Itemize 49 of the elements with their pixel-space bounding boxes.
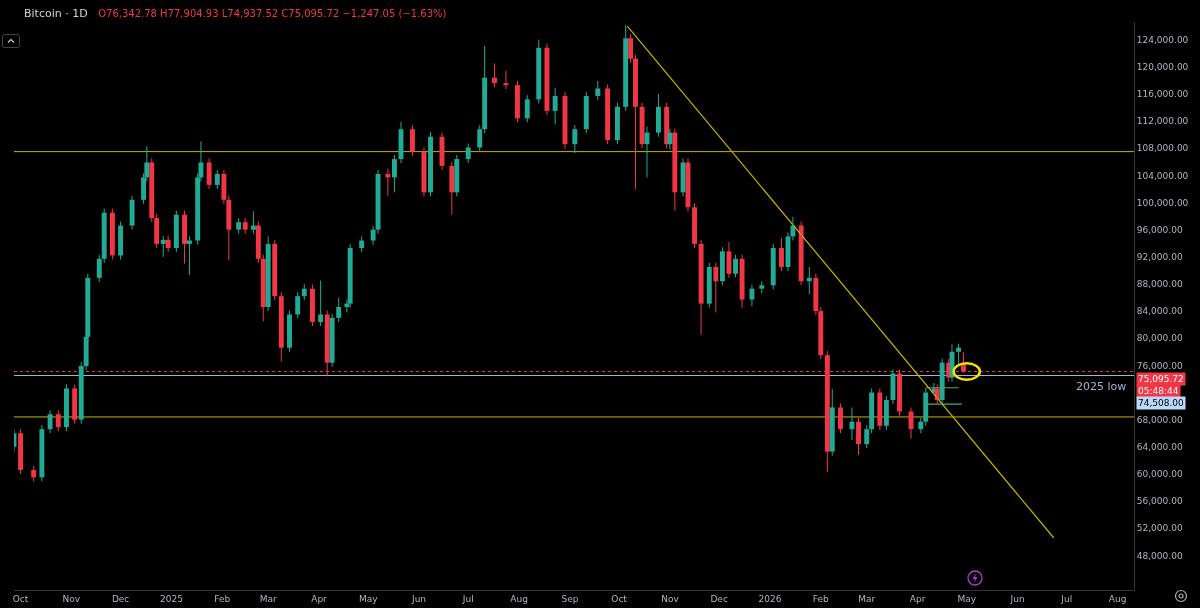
y-tick-label: 96,000.00 xyxy=(1136,224,1183,235)
chart-subtitle: O76,342.78 H77,904.93 L74,937.52 C75,095.72 −1,247.05 (−1.63%) xyxy=(98,7,447,19)
y-tick-label: 100,000.00 xyxy=(1136,197,1189,208)
y-tick-label: 76,000.00 xyxy=(1136,360,1183,371)
y-tick-label: 104,000.00 xyxy=(1136,170,1189,181)
x-tick-label: Mar xyxy=(259,593,277,604)
x-tick-label: Oct xyxy=(611,593,628,604)
x-tick-label: Nov xyxy=(62,593,81,604)
y-tick-label: 64,000.00 xyxy=(1136,441,1183,452)
x-tick-label: May xyxy=(957,593,977,604)
y-tick-label: 84,000.00 xyxy=(1136,306,1183,317)
text: 05:48:44 xyxy=(1138,386,1179,396)
x-tick-label: Jun xyxy=(1009,593,1025,604)
y-tick-label: 88,000.00 xyxy=(1136,279,1183,290)
y-tick-label: 116,000.00 xyxy=(1136,89,1189,100)
y-tick-label: 48,000.00 xyxy=(1136,550,1183,561)
y-tick-label: 124,000.00 xyxy=(1136,34,1189,45)
x-tick-label: Jul xyxy=(461,593,474,604)
x-tick-label: 2026 xyxy=(758,593,782,604)
chart-title: Bitcoin · 1D xyxy=(24,6,88,20)
x-tick-label: Feb xyxy=(214,593,231,604)
y-tick-label: 108,000.00 xyxy=(1136,143,1189,154)
x-tick-label: Jun xyxy=(411,593,427,604)
x-tick-label: Oct xyxy=(12,593,29,604)
x-tick-label: Nov xyxy=(661,593,680,604)
y-tick-label: 120,000.00 xyxy=(1136,61,1189,72)
y-tick-label: 68,000.00 xyxy=(1136,414,1183,425)
x-tick-label: Aug xyxy=(510,593,528,604)
x-tick-label: Jul xyxy=(1060,593,1073,604)
x-tick-label: Sep xyxy=(561,593,579,604)
y-tick-label: 60,000.00 xyxy=(1136,469,1183,480)
y-tick-label: 80,000.00 xyxy=(1136,333,1183,344)
y-tick-label: 92,000.00 xyxy=(1136,251,1183,262)
text: 75,095.72 xyxy=(1138,374,1184,384)
text: 74,508.00 xyxy=(1138,398,1185,408)
y-tick-label: 112,000.00 xyxy=(1136,116,1189,127)
x-tick-label: Feb xyxy=(812,593,830,604)
x-tick-label: Mar xyxy=(858,593,876,604)
x-tick-label: Dec xyxy=(710,593,728,604)
candlestick xyxy=(759,280,765,294)
y-tick-label: 56,000.00 xyxy=(1136,496,1183,507)
x-tick-label: May xyxy=(358,593,379,604)
y-tick-label: 52,000.00 xyxy=(1136,523,1183,534)
ref-line-label: 2025 low xyxy=(1076,380,1127,393)
x-tick-label: 2025 xyxy=(159,593,183,604)
x-tick-label: Apr xyxy=(311,593,328,604)
x-tick-label: Apr xyxy=(909,593,926,604)
x-tick-label: Aug xyxy=(1108,593,1127,604)
x-tick-label: Dec xyxy=(111,593,130,604)
